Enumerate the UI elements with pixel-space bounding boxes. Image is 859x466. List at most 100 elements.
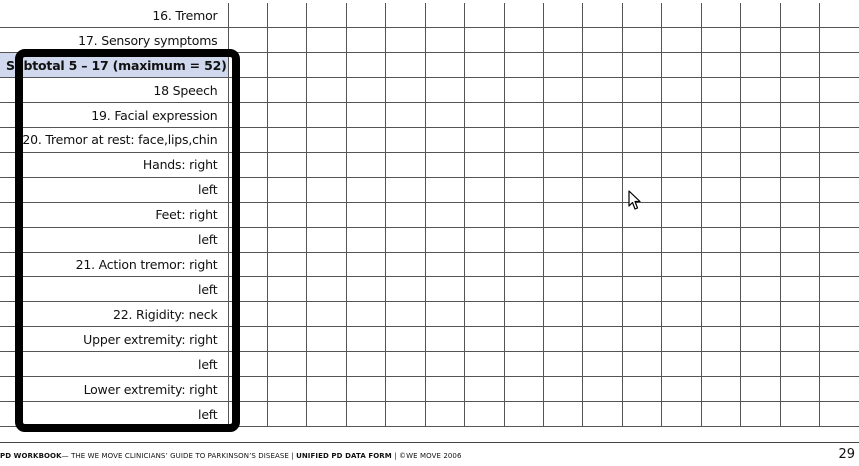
score-cell[interactable] <box>464 102 505 129</box>
score-cell[interactable] <box>464 176 505 203</box>
score-cell[interactable] <box>227 376 268 402</box>
score-cell[interactable] <box>503 3 545 29</box>
score-cell[interactable] <box>700 376 742 402</box>
score-cell[interactable] <box>345 201 387 228</box>
score-cell[interactable] <box>621 77 663 104</box>
score-cell[interactable] <box>385 226 426 253</box>
score-cell[interactable] <box>503 301 545 328</box>
score-cell[interactable] <box>582 3 623 29</box>
score-cell[interactable] <box>385 351 426 378</box>
score-cell[interactable] <box>621 251 663 278</box>
score-cell[interactable] <box>266 251 308 278</box>
score-cell[interactable] <box>621 376 663 402</box>
score-cell[interactable] <box>661 326 702 353</box>
score-cell[interactable] <box>266 52 308 79</box>
score-cell[interactable] <box>464 326 505 353</box>
score-cell[interactable] <box>424 251 466 278</box>
score-cell[interactable] <box>503 201 545 228</box>
score-cell[interactable] <box>306 201 347 228</box>
score-cell[interactable] <box>424 351 466 378</box>
score-cell[interactable] <box>779 102 821 129</box>
score-cell[interactable] <box>424 3 466 29</box>
score-cell[interactable] <box>661 226 702 253</box>
score-cell[interactable] <box>542 376 584 402</box>
score-cell[interactable] <box>621 301 663 328</box>
score-cell[interactable] <box>700 351 742 378</box>
score-cell[interactable] <box>464 276 505 303</box>
score-cell[interactable] <box>819 151 859 178</box>
score-cell[interactable] <box>700 3 742 29</box>
score-cell[interactable] <box>503 401 545 427</box>
score-cell[interactable] <box>227 401 268 427</box>
score-cell[interactable] <box>700 127 742 153</box>
score-cell[interactable] <box>582 201 623 228</box>
score-cell[interactable] <box>503 127 545 153</box>
score-cell[interactable] <box>661 301 702 328</box>
score-cell[interactable] <box>700 201 742 228</box>
score-cell[interactable] <box>503 251 545 278</box>
score-cell[interactable] <box>306 351 347 378</box>
score-cell[interactable] <box>266 376 308 402</box>
score-cell[interactable] <box>819 27 859 54</box>
score-cell[interactable] <box>345 226 387 253</box>
score-cell[interactable] <box>266 201 308 228</box>
score-cell[interactable] <box>345 52 387 79</box>
score-cell[interactable] <box>700 301 742 328</box>
score-cell[interactable] <box>503 77 545 104</box>
score-cell[interactable] <box>345 351 387 378</box>
score-cell[interactable] <box>740 301 781 328</box>
score-cell[interactable] <box>385 27 426 54</box>
score-cell[interactable] <box>542 351 584 378</box>
score-cell[interactable] <box>661 401 702 427</box>
score-cell[interactable] <box>582 127 623 153</box>
score-cell[interactable] <box>424 151 466 178</box>
score-cell[interactable] <box>266 77 308 104</box>
score-cell[interactable] <box>819 301 859 328</box>
score-cell[interactable] <box>582 351 623 378</box>
score-cell[interactable] <box>621 127 663 153</box>
score-cell[interactable] <box>542 251 584 278</box>
score-cell[interactable] <box>740 176 781 203</box>
score-cell[interactable] <box>266 301 308 328</box>
score-cell[interactable] <box>385 77 426 104</box>
score-cell[interactable] <box>542 3 584 29</box>
score-cell[interactable] <box>306 127 347 153</box>
score-cell[interactable] <box>227 301 268 328</box>
score-cell[interactable] <box>227 201 268 228</box>
score-cell[interactable] <box>266 276 308 303</box>
score-cell[interactable] <box>503 376 545 402</box>
score-cell[interactable] <box>464 251 505 278</box>
score-cell[interactable] <box>819 326 859 353</box>
score-cell[interactable] <box>779 401 821 427</box>
score-cell[interactable] <box>779 27 821 54</box>
score-cell[interactable] <box>542 276 584 303</box>
score-cell[interactable] <box>779 52 821 79</box>
score-cell[interactable] <box>503 176 545 203</box>
score-cell[interactable] <box>542 326 584 353</box>
score-cell[interactable] <box>345 127 387 153</box>
score-cell[interactable] <box>464 376 505 402</box>
score-cell[interactable] <box>740 251 781 278</box>
score-cell[interactable] <box>464 52 505 79</box>
score-cell[interactable] <box>582 301 623 328</box>
score-cell[interactable] <box>582 276 623 303</box>
score-cell[interactable] <box>306 176 347 203</box>
score-cell[interactable] <box>306 52 347 79</box>
score-cell[interactable] <box>306 226 347 253</box>
score-cell[interactable] <box>582 102 623 129</box>
score-cell[interactable] <box>819 201 859 228</box>
score-cell[interactable] <box>819 77 859 104</box>
score-cell[interactable] <box>227 276 268 303</box>
score-cell[interactable] <box>700 176 742 203</box>
score-cell[interactable] <box>227 326 268 353</box>
score-cell[interactable] <box>266 326 308 353</box>
score-cell[interactable] <box>345 301 387 328</box>
score-cell[interactable] <box>503 226 545 253</box>
score-cell[interactable] <box>621 52 663 79</box>
score-cell[interactable] <box>582 176 623 203</box>
score-cell[interactable] <box>661 251 702 278</box>
score-cell[interactable] <box>306 151 347 178</box>
score-cell[interactable] <box>227 251 268 278</box>
score-cell[interactable] <box>503 151 545 178</box>
score-cell[interactable] <box>582 401 623 427</box>
